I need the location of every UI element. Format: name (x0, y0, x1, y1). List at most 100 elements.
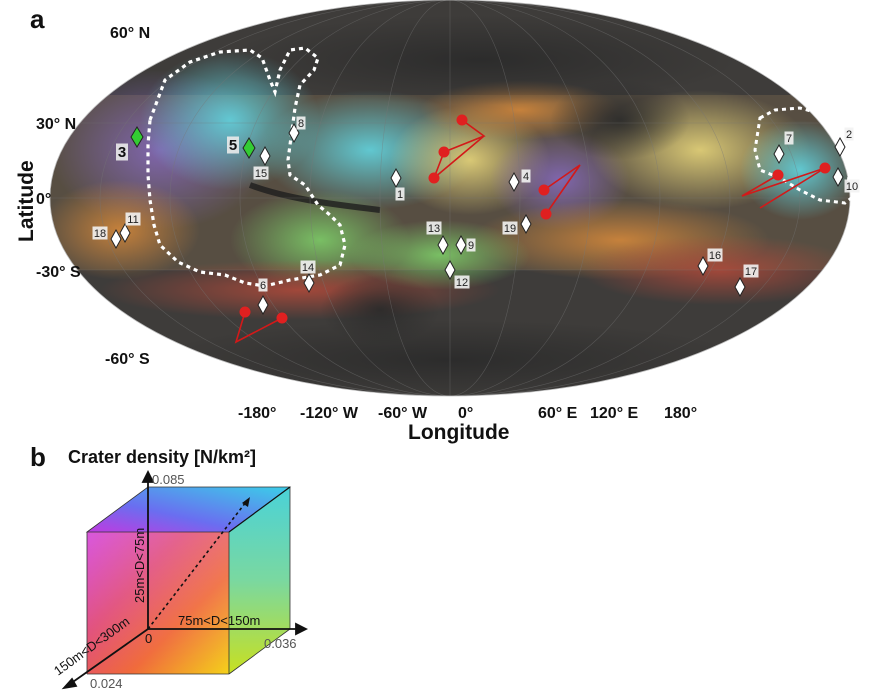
site-label-bg-16 (707, 248, 723, 262)
site-label-11: 11 (127, 214, 138, 226)
red-point (819, 162, 831, 174)
red-point (540, 208, 552, 220)
cube-diagonal (147, 501, 247, 630)
lon-tick-0: 0° (458, 405, 473, 422)
lon-tick-m120: -120° W (300, 405, 359, 422)
site-label-bg-12 (454, 275, 470, 289)
site-label-8: 8 (298, 118, 304, 130)
lat-tick-0: 0° (36, 191, 51, 208)
site-marker-3 (130, 126, 144, 148)
cube-max-vertical: 0.085 (152, 472, 185, 487)
site-marker-12 (444, 259, 456, 281)
site-label-bg-18 (92, 226, 108, 240)
site-label-13: 13 (428, 223, 440, 235)
red-point (772, 169, 784, 181)
site-label-2: 2 (846, 129, 852, 141)
cube-top-face (87, 487, 290, 532)
panel-b-label: b (30, 442, 46, 472)
site-marker-11 (119, 222, 131, 244)
red-point (239, 306, 251, 318)
cube-axis-depth (69, 628, 149, 685)
panel-a-label: a (30, 4, 45, 34)
cube-right-face (229, 487, 290, 674)
site-label-bg-8 (296, 116, 306, 130)
site-marker-18 (110, 228, 122, 250)
y-axis-title: Latitude (15, 160, 38, 242)
cube-max-horizontal: 0.036 (264, 636, 297, 651)
site-label-16: 16 (709, 250, 721, 262)
boundary-elysium (753, 106, 858, 205)
site-marker-10 (832, 166, 844, 188)
lon-tick-120e: 120° E (590, 405, 639, 422)
site-marker-9 (455, 234, 467, 256)
site-label-bg-5 (227, 136, 239, 154)
site-label-15: 15 (255, 168, 267, 180)
site-marker-5 (242, 137, 256, 159)
site-marker-2 (834, 136, 846, 158)
lat-tick-60s: -60° S (105, 351, 150, 368)
site-label-12: 12 (456, 277, 468, 289)
site-marker-15 (259, 145, 271, 167)
red-point (276, 312, 288, 324)
site-label-bg-15 (253, 166, 269, 180)
cube-title: Crater density [N/km²] (68, 447, 256, 467)
site-label-bg-2 (844, 127, 854, 141)
color-cube: 0.085 0.036 0.024 0 75m<D<150m 25m<D<75m… (51, 469, 309, 691)
site-label-7: 7 (786, 133, 792, 145)
lon-tick-m60: -60° W (378, 405, 428, 422)
site-label-bg-13 (426, 221, 442, 235)
site-label-18: 18 (94, 228, 106, 240)
x-axis-title: Longitude (408, 421, 509, 444)
cube-label-horizontal: 75m<D<150m (178, 613, 260, 628)
red-point (456, 114, 468, 126)
site-label-3: 3 (118, 144, 126, 161)
site-label-6: 6 (260, 280, 266, 292)
site-marker-17 (734, 276, 746, 298)
cube-max-depth: 0.024 (90, 676, 123, 691)
site-label-10: 10 (846, 181, 858, 193)
site-marker-14 (303, 272, 315, 294)
site-label-9: 9 (468, 240, 474, 252)
site-label-4: 4 (523, 171, 529, 183)
lon-tick-60e: 60° E (538, 405, 578, 422)
lat-tick-60n: 60° N (110, 25, 150, 42)
site-marker-4 (508, 171, 520, 193)
site-label-bg-10 (844, 179, 860, 193)
lat-tick-30n: 30° N (36, 116, 76, 133)
longitude-ticks: -180° -120° W -60° W 0° 60° E 120° E 180… (238, 405, 697, 422)
site-marker-7 (773, 143, 785, 165)
site-marker-6 (257, 294, 269, 316)
site-label-bg-1 (395, 187, 405, 201)
red-point (538, 184, 550, 196)
site-marker-1 (390, 167, 402, 189)
latitude-ticks: 60° N 30° N 0° -30° S -60° S (36, 25, 150, 368)
site-label-bg-9 (466, 238, 476, 252)
lat-tick-30s: -30° S (36, 264, 81, 281)
site-marker-16 (697, 255, 709, 277)
site-label-bg-4 (521, 169, 531, 183)
lon-tick-m180: -180° (238, 405, 276, 422)
site-label-bg-17 (743, 264, 759, 278)
red-point (438, 146, 450, 158)
site-marker-13 (437, 234, 449, 256)
cube-label-vertical: 25m<D<75m (132, 528, 147, 603)
red-points (239, 114, 831, 324)
site-label-bg-3 (116, 143, 128, 161)
site-label-bg-7 (784, 131, 794, 145)
site-marker-19 (520, 213, 532, 235)
mars-map (50, 0, 850, 396)
lon-tick-180: 180° (664, 405, 697, 422)
red-point (428, 172, 440, 184)
site-label-17: 17 (745, 266, 757, 278)
site-label-bg-14 (300, 260, 316, 274)
site-label-1: 1 (397, 189, 403, 201)
cube-origin: 0 (145, 631, 152, 646)
site-label-bg-6 (258, 278, 268, 292)
site-label-bg-19 (502, 221, 518, 235)
site-label-19: 19 (504, 223, 516, 235)
site-label-14: 14 (302, 262, 314, 274)
site-label-bg-11 (125, 212, 141, 226)
site-label-5: 5 (229, 137, 237, 154)
